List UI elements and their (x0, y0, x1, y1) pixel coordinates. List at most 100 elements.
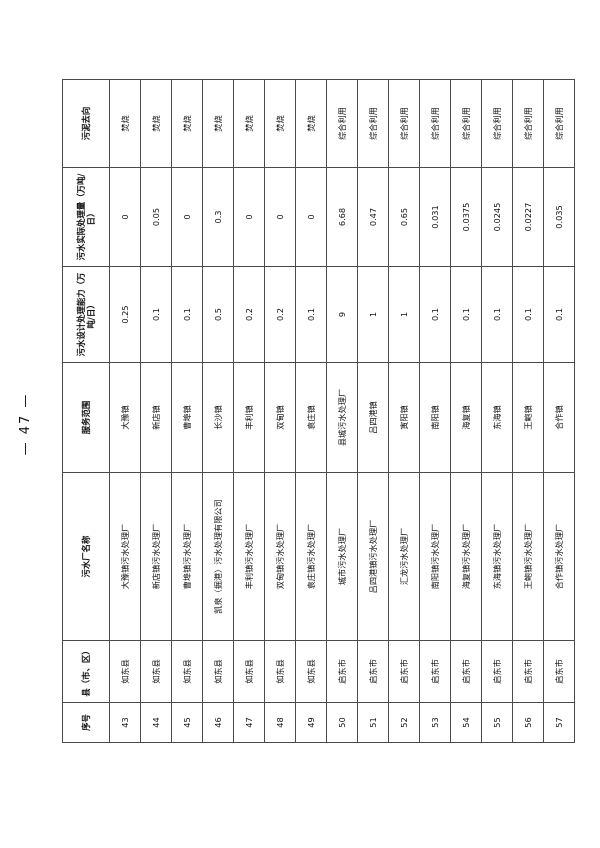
column-header-sludge-destination: 污泥去向 (62, 79, 110, 168)
cell-service-area: 大豫镇 (109, 362, 141, 473)
cell-plant-name: 合作镇污水处理厂 (543, 472, 575, 641)
cell-sludge-destination: 综合利用 (512, 79, 544, 168)
table-row: 46 如东县 凯泉（掘港）污水处理有限公司 长沙镇 0.5 0.3 焚烧 (202, 79, 234, 743)
cell-plant-name: 海复镇污水处理厂 (450, 472, 482, 641)
cell-county: 启东市 (388, 640, 420, 703)
cell-plant-name: 袁庄镇污水处理厂 (295, 472, 327, 641)
cell-design-capacity: 0.2 (264, 266, 296, 363)
column-header-plant: 污水厂名称 (62, 472, 110, 641)
cell-seq: 50 (326, 702, 358, 743)
cell-seq: 54 (450, 702, 482, 743)
cell-service-area: 新店镇 (140, 362, 172, 473)
column-header-county: 县（市、区） (62, 640, 110, 703)
cell-seq: 53 (419, 702, 451, 743)
table-row: 44 如东县 新店镇污水处理厂 新店镇 0.1 0.05 焚烧 (140, 79, 172, 743)
cell-service-area: 合作镇 (543, 362, 575, 473)
cell-sludge-destination: 综合利用 (388, 79, 420, 168)
cell-sludge-destination: 焚烧 (171, 79, 203, 168)
cell-actual-volume: 0 (109, 167, 141, 267)
cell-actual-volume: 0 (233, 167, 265, 267)
table-header-row: 序号 县（市、区） 污水厂名称 服务范围 污水设计处理能力（万吨/日） 污水实际… (62, 79, 110, 743)
cell-design-capacity: 0.1 (512, 266, 544, 363)
cell-sludge-destination: 综合利用 (326, 79, 358, 168)
cell-service-area: 袁庄镇 (295, 362, 327, 473)
wastewater-plant-table-container: 序号 县（市、区） 污水厂名称 服务范围 污水设计处理能力（万吨/日） 污水实际… (62, 79, 575, 743)
cell-sludge-destination: 综合利用 (419, 79, 451, 168)
cell-plant-name: 双甸镇污水处理厂 (264, 472, 296, 641)
table-row: 50 启东市 城市污水处理厂 县城污水处理厂 9 6.68 综合利用 (326, 79, 358, 743)
cell-plant-name: 东海镇污水处理厂 (481, 472, 513, 641)
cell-actual-volume: 0.3 (202, 167, 234, 267)
cell-service-area: 南阳镇 (419, 362, 451, 473)
cell-plant-name: 曹埠镇污水处理厂 (171, 472, 203, 641)
cell-service-area: 双甸镇 (264, 362, 296, 473)
cell-actual-volume: 0.05 (140, 167, 172, 267)
cell-design-capacity: 0.1 (295, 266, 327, 363)
cell-plant-name: 城市污水处理厂 (326, 472, 358, 641)
cell-actual-volume: 6.68 (326, 167, 358, 267)
cell-county: 如东县 (109, 640, 141, 703)
cell-seq: 52 (388, 702, 420, 743)
cell-seq: 56 (512, 702, 544, 743)
cell-seq: 43 (109, 702, 141, 743)
cell-plant-name: 汇龙污水处理厂 (388, 472, 420, 641)
column-header-design-capacity: 污水设计处理能力（万吨/日） (62, 266, 110, 363)
cell-seq: 44 (140, 702, 172, 743)
cell-county: 如东县 (295, 640, 327, 703)
cell-county: 如东县 (140, 640, 172, 703)
table-body: 43 如东县 大豫镇污水处理厂 大豫镇 0.25 0 焚烧 44 如东县 新店镇污水处理厂 新店镇 0… (109, 79, 575, 743)
table-row: 51 启东市 吕四港镇污水处理厂 吕四港镇 1 0.47 综合利用 (357, 79, 389, 743)
cell-sludge-destination: 综合利用 (357, 79, 389, 168)
cell-seq: 45 (171, 702, 203, 743)
cell-design-capacity: 0.1 (419, 266, 451, 363)
page-number: — 47 — (18, 392, 33, 456)
cell-seq: 47 (233, 702, 265, 743)
cell-county: 如东县 (264, 640, 296, 703)
table-row: 43 如东县 大豫镇污水处理厂 大豫镇 0.25 0 焚烧 (109, 79, 141, 743)
cell-seq: 55 (481, 702, 513, 743)
cell-plant-name: 大豫镇污水处理厂 (109, 472, 141, 641)
cell-actual-volume: 0 (295, 167, 327, 267)
table-row: 53 启东市 南阳镇污水处理厂 南阳镇 0.1 0.031 综合利用 (419, 79, 451, 743)
cell-sludge-destination: 焚烧 (202, 79, 234, 168)
cell-service-area: 东海镇 (481, 362, 513, 473)
cell-plant-name: 丰利镇污水处理厂 (233, 472, 265, 641)
cell-service-area: 长沙镇 (202, 362, 234, 473)
table-row: 45 如东县 曹埠镇污水处理厂 曹埠镇 0.1 0 焚烧 (171, 79, 203, 743)
table-row: 56 启东市 王鲍镇污水处理厂 王鲍镇 0.1 0.0227 综合利用 (512, 79, 544, 743)
cell-county: 如东县 (202, 640, 234, 703)
column-header-seq: 序号 (62, 702, 110, 743)
table-row: 52 启东市 汇龙污水处理厂 寅阳镇 1 0.65 综合利用 (388, 79, 420, 743)
cell-design-capacity: 0.2 (233, 266, 265, 363)
cell-county: 启东市 (450, 640, 482, 703)
cell-service-area: 吕四港镇 (357, 362, 389, 473)
cell-design-capacity: 0.1 (481, 266, 513, 363)
cell-service-area: 丰利镇 (233, 362, 265, 473)
column-header-area: 服务范围 (62, 362, 110, 473)
cell-design-capacity: 0.5 (202, 266, 234, 363)
cell-county: 如东县 (171, 640, 203, 703)
cell-actual-volume: 0 (264, 167, 296, 267)
cell-county: 如东县 (233, 640, 265, 703)
table-row: 54 启东市 海复镇污水处理厂 海复镇 0.1 0.0375 综合利用 (450, 79, 482, 743)
cell-seq: 51 (357, 702, 389, 743)
cell-plant-name: 新店镇污水处理厂 (140, 472, 172, 641)
column-header-actual-volume: 污水实际处理量（万吨/日） (62, 167, 110, 267)
cell-service-area: 海复镇 (450, 362, 482, 473)
table-row: 49 如东县 袁庄镇污水处理厂 袁庄镇 0.1 0 焚烧 (295, 79, 327, 743)
cell-plant-name: 王鲍镇污水处理厂 (512, 472, 544, 641)
table-header: 序号 县（市、区） 污水厂名称 服务范围 污水设计处理能力（万吨/日） 污水实际… (62, 79, 110, 743)
cell-sludge-destination: 综合利用 (543, 79, 575, 168)
cell-actual-volume: 0.0227 (512, 167, 544, 267)
cell-sludge-destination: 综合利用 (481, 79, 513, 168)
cell-actual-volume: 0.0375 (450, 167, 482, 267)
cell-actual-volume: 0.035 (543, 167, 575, 267)
cell-design-capacity: 0.1 (450, 266, 482, 363)
cell-actual-volume: 0 (171, 167, 203, 267)
cell-sludge-destination: 焚烧 (295, 79, 327, 168)
cell-county: 启东市 (357, 640, 389, 703)
cell-county: 启东市 (326, 640, 358, 703)
cell-service-area: 县城污水处理厂 (326, 362, 358, 473)
table-row: 55 启东市 东海镇污水处理厂 东海镇 0.1 0.0245 综合利用 (481, 79, 513, 743)
